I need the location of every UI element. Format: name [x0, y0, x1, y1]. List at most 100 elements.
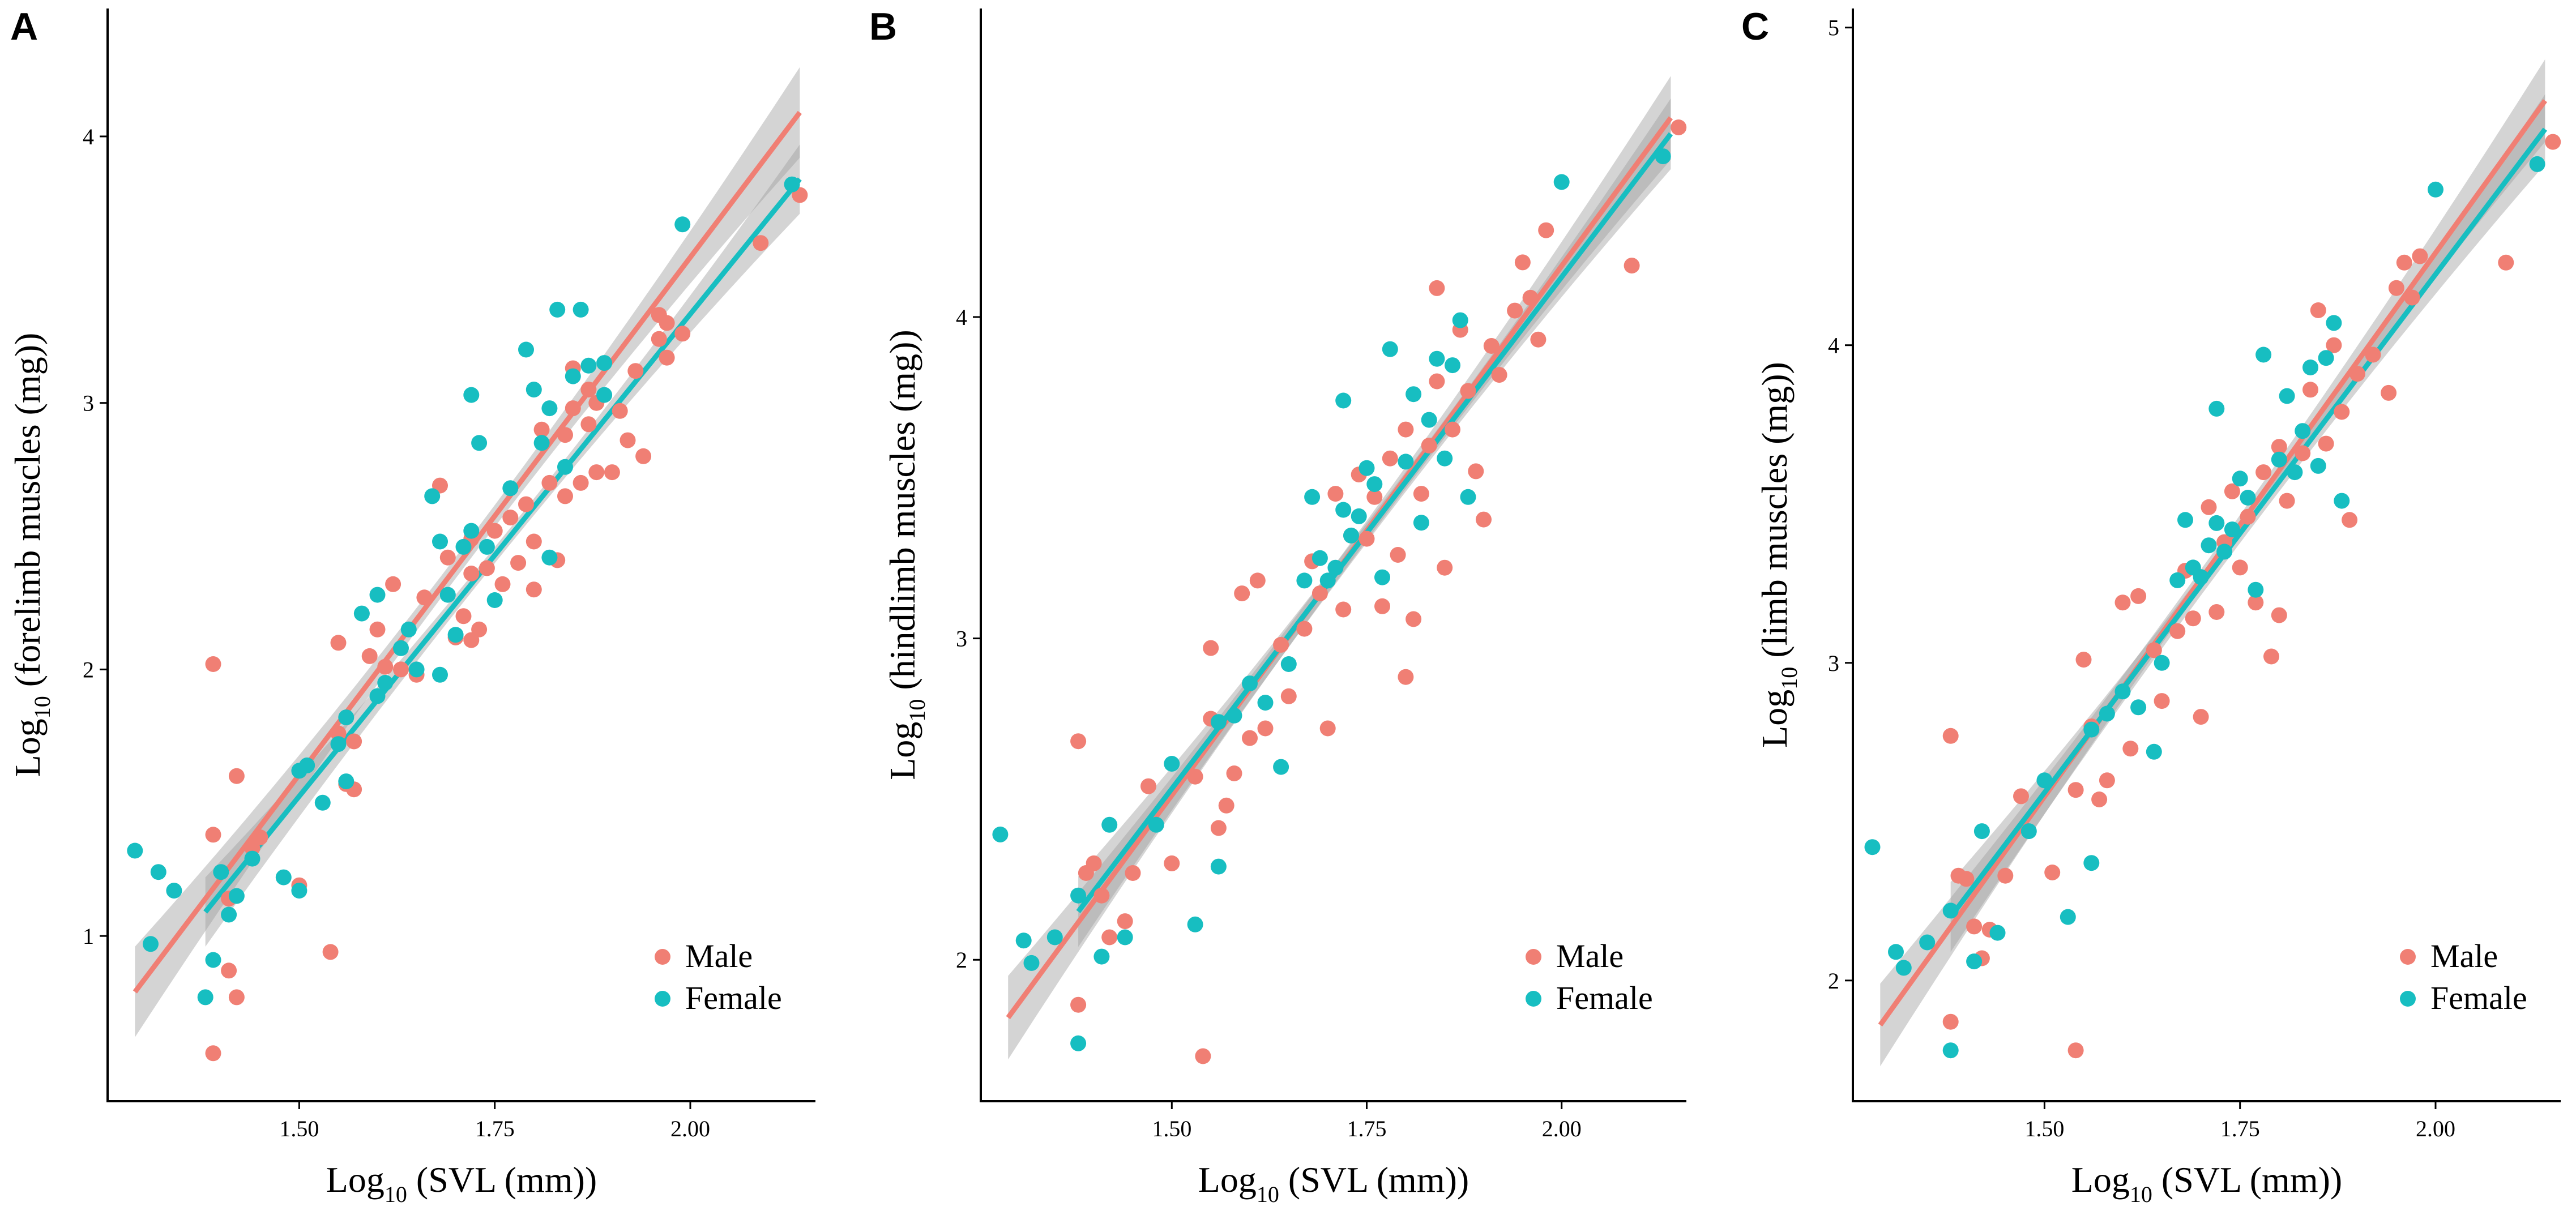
data-point-female: [150, 864, 166, 880]
data-point-female: [1452, 312, 1468, 328]
data-point-male: [2295, 445, 2311, 461]
data-point-female: [408, 661, 425, 678]
data-point-female: [1312, 550, 1328, 566]
x-axis-title: Log10 (SVL (mm)): [326, 1160, 597, 1207]
data-point-female: [992, 826, 1009, 842]
data-point-male: [1140, 778, 1156, 794]
data-point-male: [565, 400, 581, 417]
data-point-male: [1195, 1048, 1211, 1064]
data-point-male: [2099, 772, 2115, 789]
data-point-female: [455, 538, 472, 555]
data-point-male: [557, 427, 573, 443]
data-point-male: [393, 661, 409, 678]
data-point-female: [2060, 909, 2076, 925]
y-axis-title-prefix: Log: [882, 722, 922, 780]
data-point-male: [1210, 820, 1227, 836]
data-point-female: [400, 621, 417, 638]
data-point-female: [541, 549, 558, 566]
data-point-male: [659, 349, 675, 366]
data-point-male: [2326, 337, 2342, 353]
data-point-male: [1624, 258, 1640, 274]
data-point-female: [221, 906, 237, 923]
y-tick-label: 3: [956, 626, 967, 652]
data-point-male: [1382, 450, 1398, 467]
data-point-male: [1359, 531, 1375, 547]
data-point-female: [549, 301, 566, 318]
data-point-male: [1522, 289, 1539, 306]
data-point-female: [1942, 902, 1959, 919]
data-point-female: [1015, 932, 1032, 949]
data-point-male: [2342, 512, 2358, 528]
data-point-female: [2083, 855, 2100, 871]
data-point-female: [2310, 457, 2326, 474]
data-point-male: [1164, 855, 1180, 871]
y-axis-title: Log10 (forelimb muscles (mg)): [7, 333, 55, 777]
x-tick-label: 2.00: [2416, 1116, 2455, 1141]
data-point-male: [1942, 1013, 1959, 1030]
data-point-male: [1070, 996, 1087, 1013]
data-point-male: [385, 576, 401, 592]
data-point-female: [1093, 948, 1110, 965]
data-point-female: [1304, 489, 1321, 505]
data-point-female: [213, 864, 229, 880]
data-point-male: [1671, 119, 1687, 135]
data-point-female: [244, 850, 260, 867]
data-point-male: [580, 382, 597, 398]
data-point-male: [1117, 913, 1133, 930]
data-point-male: [651, 331, 667, 347]
legend-male-label: Male: [685, 938, 753, 974]
data-point-male: [635, 448, 652, 464]
data-point-female: [674, 216, 691, 233]
data-point-female: [1655, 148, 1671, 165]
data-point-female: [1413, 515, 1429, 531]
data-point-female: [2287, 464, 2303, 481]
data-point-male: [2114, 594, 2131, 611]
y-tick-label: 2: [83, 657, 94, 682]
data-point-male: [557, 488, 573, 504]
data-point-male: [1234, 585, 1250, 602]
data-point-male: [526, 533, 542, 550]
data-point-female: [1226, 707, 1242, 724]
data-point-male: [588, 464, 605, 481]
data-point-female: [338, 773, 354, 790]
data-point-male: [753, 235, 769, 251]
data-point-female: [432, 533, 448, 550]
data-point-female: [1445, 357, 1460, 374]
y-axis-title-subscript: 10: [1776, 667, 1802, 690]
data-point-female: [1421, 412, 1437, 428]
data-point-male: [604, 464, 620, 481]
data-point-female: [2216, 544, 2233, 560]
data-point-female: [1101, 816, 1118, 833]
data-point-female: [533, 435, 550, 451]
data-point-male: [369, 621, 386, 638]
data-point-female: [369, 587, 386, 603]
data-point-female: [1343, 527, 1359, 544]
data-point-male: [1374, 598, 1390, 614]
data-point-male: [416, 589, 433, 606]
x-axis-title-subscript: 10: [2130, 1182, 2152, 1207]
y-axis-title-text: (forelimb muscles (mg)): [7, 333, 48, 696]
x-tick-label: 2.00: [670, 1116, 710, 1141]
data-point-female: [557, 459, 573, 475]
data-point-male: [2498, 254, 2514, 271]
legend-female-marker: [1526, 991, 1541, 1007]
data-point-male: [1997, 867, 2014, 884]
data-point-female: [369, 688, 386, 704]
data-point-male: [2201, 499, 2217, 515]
data-point-female: [486, 592, 503, 608]
legend-female-marker: [655, 991, 670, 1007]
data-point-female: [291, 763, 307, 779]
legend-female-marker: [2400, 991, 2416, 1007]
data-point-male: [2122, 741, 2139, 757]
data-point-female: [2232, 470, 2248, 487]
legend-male-label: Male: [1556, 938, 1624, 974]
data-point-female: [2255, 346, 2272, 363]
data-point-female: [1070, 887, 1087, 904]
data-point-female: [580, 357, 597, 374]
data-point-female: [424, 488, 441, 504]
y-tick-label: 4: [83, 124, 94, 149]
data-point-female: [1296, 572, 1313, 589]
data-point-male: [2271, 439, 2287, 455]
data-point-male: [2208, 604, 2225, 620]
